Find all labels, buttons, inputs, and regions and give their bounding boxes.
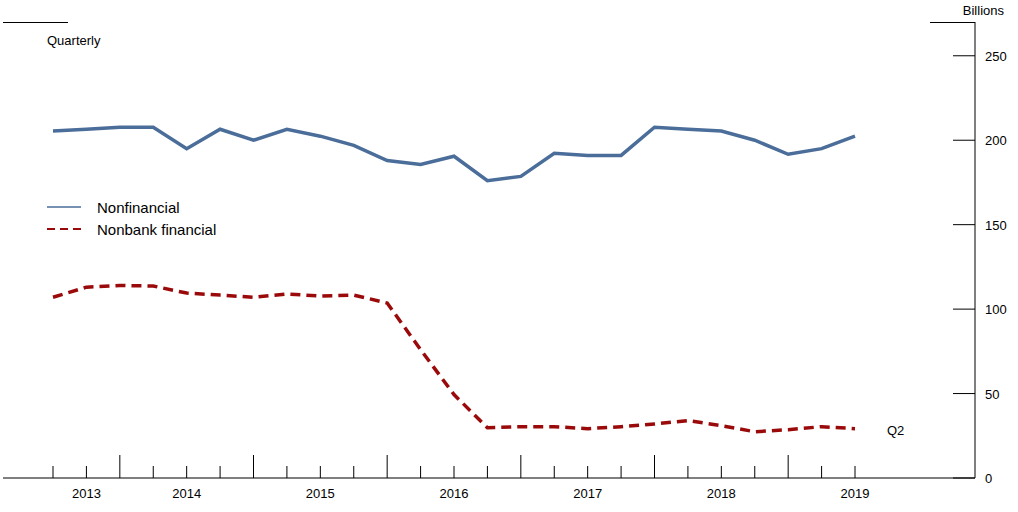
svg-text:2014: 2014: [172, 486, 201, 501]
svg-text:50: 50: [985, 387, 999, 402]
svg-text:2019: 2019: [841, 486, 870, 501]
svg-text:150: 150: [985, 218, 1007, 233]
svg-text:2017: 2017: [573, 486, 602, 501]
html-text:Nonfinancial: Nonfinancial: [97, 198, 180, 216]
html-text:Quarterly: Quarterly: [47, 33, 101, 48]
svg-text:2018: 2018: [707, 486, 736, 501]
svg-text:2015: 2015: [306, 486, 335, 501]
svg-text:2013: 2013: [72, 486, 101, 501]
svg-text:100: 100: [985, 302, 1007, 317]
html-text:Billions: Billions: [962, 3, 1004, 18]
svg-text:Q2: Q2: [887, 423, 904, 438]
svg-text:2016: 2016: [440, 486, 469, 501]
svg-text:200: 200: [985, 133, 1007, 148]
html-text:Nonbank financial: Nonbank financial: [97, 220, 217, 238]
svg-text:0: 0: [985, 471, 992, 486]
svg-text:250: 250: [985, 49, 1007, 64]
